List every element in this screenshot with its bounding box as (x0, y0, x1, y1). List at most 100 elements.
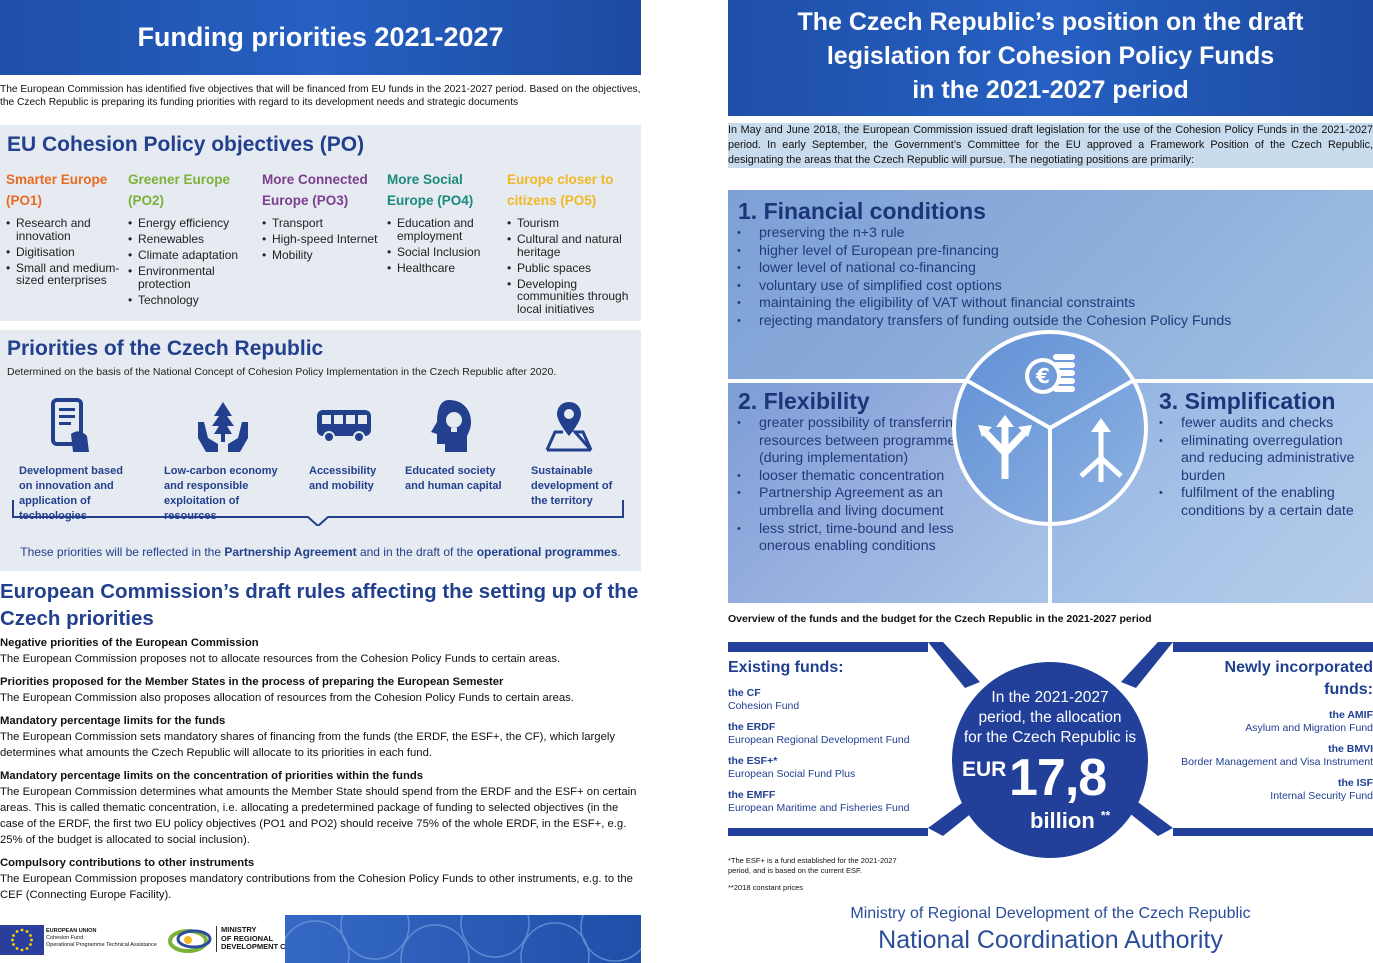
priority-label: Accessibility and mobility (309, 465, 377, 492)
flexibility-item: Partnership Agreement as an umbrella and… (728, 485, 973, 520)
rule-heading: Mandatory percentage limits on the conce… (0, 770, 424, 782)
financial-item: rejecting mandatory transfers of funding… (728, 313, 1328, 331)
fund-name: European Regional Development Fund (728, 734, 910, 746)
right-page: The Czech Republic’s position on the dra… (728, 0, 1373, 963)
allocation-amount: 17,8 (1009, 749, 1107, 807)
fund-abbr: the CF (728, 687, 761, 699)
objective-heading: Smarter Europe (PO1) (6, 172, 108, 208)
rule-text: The European Commission proposes not to … (0, 653, 561, 665)
objective-item: Digitisation (6, 245, 126, 259)
rule-heading: Compulsory contributions to other instru… (0, 857, 255, 869)
allocation-unit: billion ** (1030, 808, 1110, 834)
objective-item: Energy efficiency (128, 217, 256, 230)
split-arrows-icon (978, 415, 1032, 479)
right-intro: In May and June 2018, the European Commi… (728, 123, 1373, 168)
fund-abbr: the ISF (1337, 777, 1373, 789)
objective-heading: More Connected Europe (PO3) (262, 172, 368, 208)
financial-title: 1. Financial conditions (738, 198, 986, 224)
priority-innovation: Development based on innovation and appl… (19, 398, 139, 524)
converge-arrows-icon (1079, 418, 1123, 482)
footnote-text: . (617, 545, 621, 559)
objective-item: Cultural and natural heritage (507, 233, 639, 258)
flexibility-item: greater possibility of transferring reso… (728, 415, 973, 468)
simplification-item: eliminating overregulation and reducing … (1150, 433, 1365, 486)
priorities-bracket (12, 500, 624, 526)
rule-heading: Negative priorities of the European Comm… (0, 637, 259, 649)
objective-item: Research and innovation (6, 217, 126, 242)
heading-line: funds: (1324, 681, 1373, 698)
left-page: Funding priorities 2021-2027 The Europea… (0, 0, 641, 963)
ministry-label: OF REGIONAL (221, 933, 274, 943)
objective-item: Healthcare (387, 261, 502, 275)
fund-abbr: the ESF+* (728, 755, 778, 767)
objective-item: Technology (128, 293, 256, 307)
left-footer: EUROPEAN UNION Cohesion Fund Operational… (0, 915, 641, 963)
tree-hands-icon (164, 398, 289, 454)
right-page-title: The Czech Republic’s position on the dra… (728, 0, 1373, 116)
objective-item: Developing communities through local ini… (507, 277, 639, 316)
head-bulb-icon (405, 398, 515, 454)
objective-item: Climate adaptation (128, 249, 256, 262)
rule-item: Compulsory contributions to other instru… (0, 855, 641, 903)
objective-item: Small and medium-sized enterprises (6, 261, 126, 287)
allocation-line: period, the allocation (978, 709, 1122, 726)
allocation-text: In the 2021-2027 period, the allocation … (952, 688, 1148, 748)
objective-heading: More Social Europe (PO4) (387, 172, 474, 208)
footnote-partnership: Partnership Agreement (224, 545, 357, 559)
objective-po2: Greener Europe (PO2) Energy efficiency R… (128, 169, 256, 310)
priority-label: Sustainable development of the territory (531, 465, 613, 507)
financial-list: preserving the n+3 rule higher level of … (728, 225, 1328, 331)
rule-text: The European Commission sets mandatory s… (0, 731, 616, 759)
objective-item: Tourism (507, 217, 639, 230)
financial-item: maintaining the eligibility of VAT witho… (728, 295, 1328, 313)
objective-item: Social Inclusion (387, 245, 502, 259)
fund-item: the CF Cohesion Fund (728, 687, 928, 713)
priority-education: Educated society and human capital (405, 398, 515, 494)
allocation-currency: EUR (962, 758, 1007, 781)
priority-label: Low-carbon economy and responsible explo… (164, 465, 278, 522)
financial-item: lower level of national co-financing (728, 260, 1328, 278)
fund-name: Border Management and Visa Instrument (1181, 756, 1373, 768)
rule-item: Priorities proposed for the Member State… (0, 674, 641, 706)
czech-priorities-panel: Priorities of the Czech Republic Determi… (0, 330, 641, 571)
objective-item: Renewables (128, 233, 256, 246)
rule-item: Negative priorities of the European Comm… (0, 635, 641, 667)
fund-item: the BMVI Border Management and Visa Instr… (1153, 743, 1373, 769)
footer-decoration (285, 915, 641, 963)
objective-item: Environmental protection (128, 265, 256, 290)
rule-text: The European Commission proposes mandato… (0, 873, 633, 901)
fund-item: the ISF Internal Security Fund (1153, 777, 1373, 803)
authority-name: National Coordination Authority (878, 926, 1223, 954)
fund-item: the AMIF Asylum and Migration Fund (1153, 709, 1373, 735)
objectives-title: EU Cohesion Policy objectives (PO) (7, 133, 365, 156)
objectives-panel: EU Cohesion Policy objectives (PO) Smart… (0, 125, 641, 321)
objective-po4: More Social Europe (PO4) Education and e… (387, 169, 502, 278)
fund-abbr: the BMVI (1328, 743, 1373, 755)
title-line: The Czech Republic’s position on the dra… (797, 8, 1304, 36)
objective-item: Transport (262, 217, 382, 230)
flexibility-item: looser thematic concentration (728, 468, 973, 486)
financial-item: voluntary use of simplified cost options (728, 278, 1328, 296)
rule-heading: Priorities proposed for the Member State… (0, 676, 504, 688)
simplification-item: fulfilment of the enabling conditions by… (1150, 485, 1365, 520)
rule-text: The European Commission also proposes al… (0, 692, 574, 704)
unit-footnote-mark: ** (1100, 808, 1111, 823)
rule-text: The European Commission determines what … (0, 786, 637, 846)
objective-item: Public spaces (507, 261, 639, 275)
eu-label: EUROPEAN UNION (46, 928, 97, 934)
allocation-line: In the 2021-2027 (991, 689, 1109, 706)
title-line: legislation for Cohesion Policy Funds (826, 42, 1275, 70)
rule-item: Mandatory percentage limits for the fund… (0, 713, 641, 761)
fund-name: European Social Fund Plus (728, 768, 856, 780)
unit-text: billion (1030, 808, 1095, 833)
objective-po5: Europe closer to citizens (PO5) Tourism … (507, 169, 639, 319)
footnote-text: and in the draft of the (356, 545, 477, 559)
objective-item: High-speed Internet (262, 233, 382, 246)
note-line: period, and is based on the current ESF. (728, 865, 862, 875)
existing-funds: Existing funds: the CF Cohesion Fund the … (728, 657, 928, 815)
allocation-line: for the Czech Republic is (963, 729, 1137, 746)
financial-item: higher level of European pre-financing (728, 243, 1328, 261)
ec-rules-list: Negative priorities of the European Comm… (0, 635, 641, 910)
objective-item: Education and employment (387, 217, 502, 242)
fund-name: Asylum and Migration Fund (1245, 722, 1373, 734)
